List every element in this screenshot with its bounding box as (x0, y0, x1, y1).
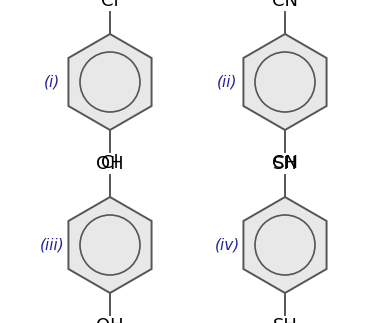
Text: CN: CN (272, 154, 298, 172)
Text: SH: SH (273, 155, 298, 173)
Polygon shape (68, 34, 152, 130)
Text: Cl: Cl (101, 154, 119, 172)
Text: Cl: Cl (101, 0, 119, 10)
Text: (iv): (iv) (214, 237, 240, 253)
Polygon shape (68, 197, 152, 293)
Text: CN: CN (272, 0, 298, 10)
Text: (iii): (iii) (40, 237, 65, 253)
Polygon shape (243, 197, 326, 293)
Polygon shape (243, 34, 326, 130)
Text: (i): (i) (44, 75, 60, 89)
Text: SH: SH (273, 317, 298, 323)
Text: OH: OH (96, 317, 124, 323)
Text: OH: OH (96, 155, 124, 173)
Text: (ii): (ii) (217, 75, 237, 89)
